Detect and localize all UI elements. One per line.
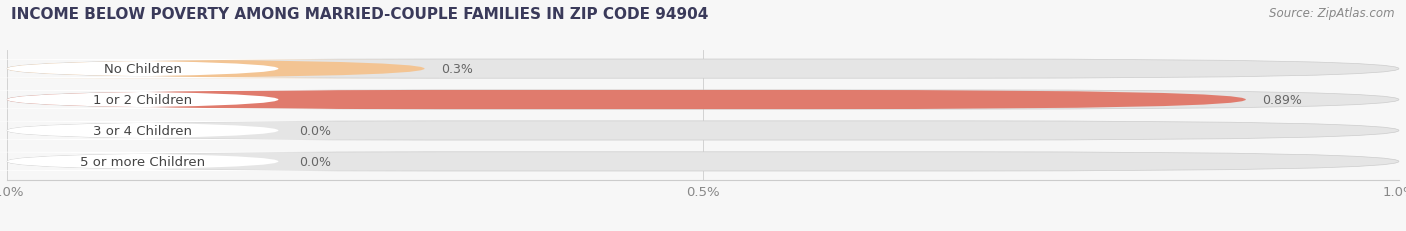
Text: Source: ZipAtlas.com: Source: ZipAtlas.com [1270, 7, 1395, 20]
FancyBboxPatch shape [0, 91, 439, 110]
Text: 0.89%: 0.89% [1263, 94, 1302, 106]
FancyBboxPatch shape [0, 60, 439, 79]
Text: 0.3%: 0.3% [441, 63, 474, 76]
Text: INCOME BELOW POVERTY AMONG MARRIED-COUPLE FAMILIES IN ZIP CODE 94904: INCOME BELOW POVERTY AMONG MARRIED-COUPL… [11, 7, 709, 22]
Text: 0.0%: 0.0% [299, 155, 332, 168]
FancyBboxPatch shape [7, 91, 1246, 110]
Text: 0.0%: 0.0% [299, 125, 332, 137]
FancyBboxPatch shape [0, 152, 439, 171]
Text: No Children: No Children [104, 63, 181, 76]
FancyBboxPatch shape [7, 60, 1399, 79]
FancyBboxPatch shape [7, 152, 1399, 171]
FancyBboxPatch shape [0, 60, 439, 79]
Text: 3 or 4 Children: 3 or 4 Children [93, 125, 193, 137]
FancyBboxPatch shape [7, 91, 1399, 110]
Text: 5 or more Children: 5 or more Children [80, 155, 205, 168]
FancyBboxPatch shape [7, 121, 1399, 140]
FancyBboxPatch shape [0, 121, 439, 140]
Text: 1 or 2 Children: 1 or 2 Children [93, 94, 193, 106]
